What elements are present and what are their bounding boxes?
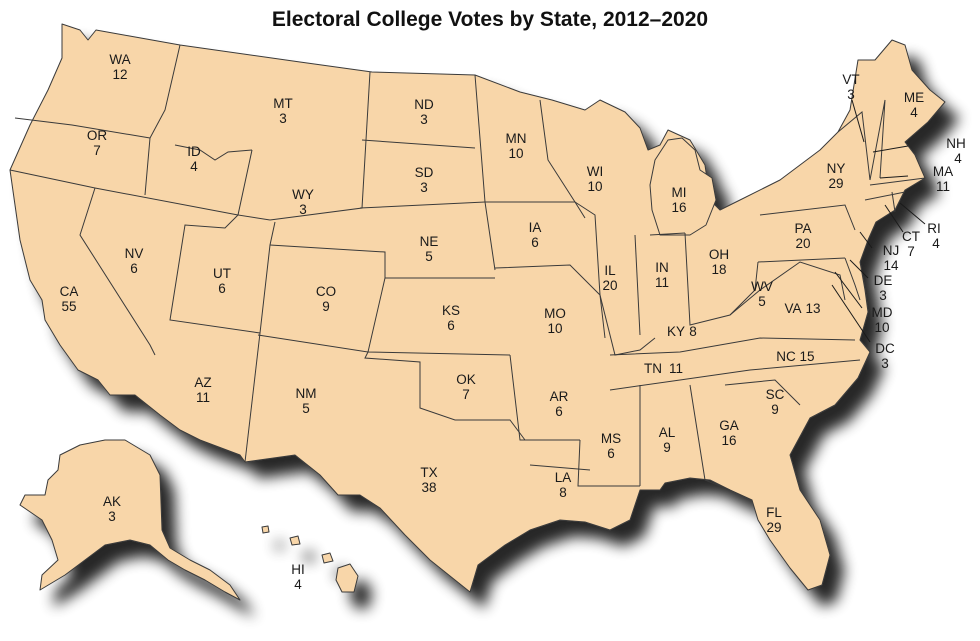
state-label-sc: SC 9 <box>766 387 785 417</box>
state-label-pa: PA 20 <box>794 221 811 251</box>
state-label-ms: MS 6 <box>601 431 621 461</box>
state-label-id: ID 4 <box>187 144 201 174</box>
state-label-wv: WV 5 <box>751 279 773 309</box>
hawaii-big-island <box>335 563 359 593</box>
state-label-or: OR 7 <box>87 128 108 158</box>
state-label-mo: MO 10 <box>544 306 566 336</box>
state-label-tn-abbr: TN <box>644 361 662 376</box>
state-label-wa: WA 12 <box>109 52 130 82</box>
state-label-md: MD 10 <box>872 305 893 335</box>
state-label-va-abbr: VA <box>784 301 801 316</box>
state-label-ut: UT 6 <box>213 266 231 296</box>
state-label-hi: HI 4 <box>291 562 305 592</box>
hawaii-kauai <box>261 525 270 534</box>
state-label-in: IN 11 <box>655 260 669 290</box>
state-label-oh: OH 18 <box>709 247 729 277</box>
state-label-ky-abbr: KY <box>667 324 685 339</box>
state-label-ga: GA 16 <box>719 418 739 448</box>
state-label-mt: MT 3 <box>273 96 293 126</box>
state-label-co: CO 9 <box>316 284 336 314</box>
map-title: Electoral College Votes by State, 2012–2… <box>271 8 709 31</box>
state-label-ca: CA 55 <box>60 284 79 314</box>
state-label-ne: NE 5 <box>420 234 439 264</box>
state-label-sd: SD 3 <box>415 165 434 195</box>
state-label-nm: NM 5 <box>296 386 317 416</box>
hawaii-oahu <box>289 535 301 546</box>
state-label-va-votes: 13 <box>805 301 820 316</box>
state-label-nd: ND 3 <box>414 97 434 127</box>
state-label-wy: WY 3 <box>292 187 314 217</box>
state-label-ak: AK 3 <box>103 494 121 524</box>
state-label-ok: OK 7 <box>456 372 476 402</box>
state-label-la: LA 8 <box>555 470 572 500</box>
state-label-ia: IA 6 <box>529 220 542 250</box>
contiguous-us-landmass <box>9 23 946 593</box>
state-label-nv: NV 6 <box>125 246 144 276</box>
state-label-fl: FL 29 <box>766 505 782 535</box>
state-label-de: DE 3 <box>874 273 893 303</box>
state-label-ks: KS 6 <box>442 303 460 333</box>
state-label-ct: CT 7 <box>902 229 920 259</box>
state-label-mi: MI 16 <box>671 185 686 215</box>
state-labels: WA 12 OR 7 CA 55 NV 6 ID 4 MT 3 WY 3 UT 6 AZ 11 C… <box>60 52 966 592</box>
land-group <box>9 23 946 601</box>
state-label-ri: RI 4 <box>927 221 941 251</box>
state-label-ky-votes: 8 <box>689 324 697 339</box>
state-label-ny: NY 29 <box>827 161 846 191</box>
hawaii-maui <box>321 552 334 564</box>
state-label-tn-votes: 11 <box>669 361 683 376</box>
state-label-nc-votes: 15 <box>799 349 814 364</box>
leader-lines <box>831 99 926 343</box>
state-label-dc: DC 3 <box>875 341 895 371</box>
state-label-nc-abbr: NC <box>776 349 796 364</box>
state-label-mn: MN 10 <box>506 131 527 161</box>
state-label-ma: MA 11 <box>933 164 953 194</box>
state-label-me: ME 4 <box>904 90 924 120</box>
state-label-wi: WI 10 <box>587 164 604 194</box>
state-label-ar: AR 6 <box>550 389 569 419</box>
state-label-tx: TX 38 <box>420 465 437 495</box>
state-label-il: IL 20 <box>602 263 617 293</box>
state-label-al: AL 9 <box>659 425 676 455</box>
state-borders <box>9 44 926 491</box>
state-label-nj: NJ 14 <box>883 243 900 273</box>
state-label-nh: NH 4 <box>946 136 966 166</box>
michigan-lower-peninsula <box>649 137 717 236</box>
state-label-vt: VT 3 <box>842 72 859 102</box>
state-label-az: AZ 11 <box>194 375 211 405</box>
alaska-landmass <box>19 439 241 601</box>
